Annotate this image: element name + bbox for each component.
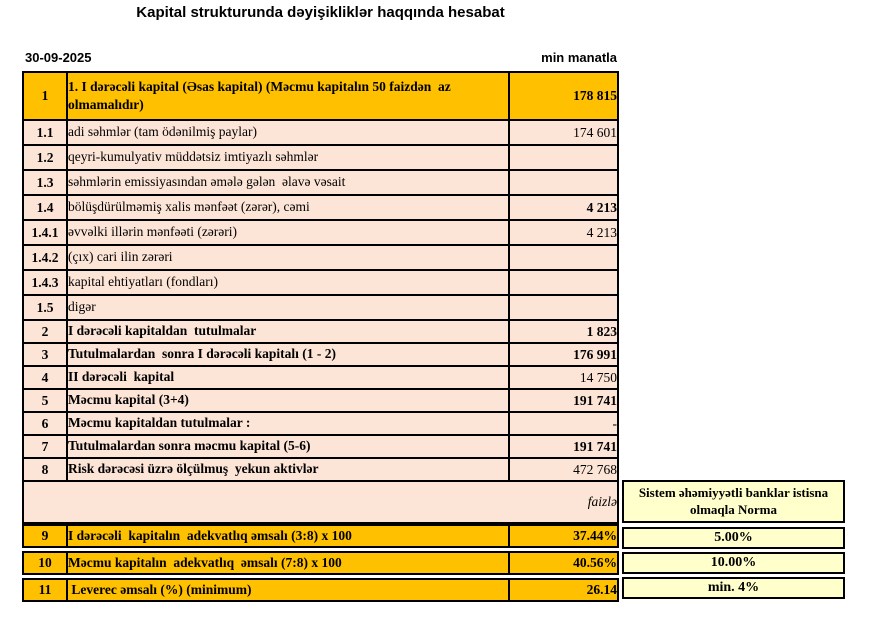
norma-header: Sistem əhəmiyyətli banklar istisna olmaq…	[622, 480, 845, 523]
row-no: 10	[22, 551, 68, 575]
row-value: 174 601	[508, 119, 619, 146]
row-no: 9	[22, 524, 68, 548]
row-label: I dərəcəli kapitaldan tutulmalar	[66, 319, 510, 344]
row-label: (çıx) cari ilin zərəri	[66, 244, 510, 271]
adequacy-ratio-rows: 9 I dərəcəli kapitalın adekvatlıq əmsalı…	[22, 524, 619, 602]
unit-label: min manatla	[541, 50, 617, 65]
row-label: II dərəcəli kapital	[66, 365, 510, 390]
table-row-1-4-1: 1.4.1 əvvəlki illərin mənfəəti (zərəri) …	[22, 219, 619, 246]
row-value	[508, 269, 619, 296]
row-value: 4 213	[508, 219, 619, 246]
row-label: I dərəcəli kapitalın adekvatlıq əmsalı (…	[66, 524, 510, 548]
row-value: 14 750	[508, 365, 619, 390]
row-value: 191 741	[508, 434, 619, 459]
row-label: bölüşdürülməmiş xalis mənfəət (zərər), c…	[66, 194, 510, 221]
table-row-4: 4 II dərəcəli kapital 14 750	[22, 365, 619, 390]
report-date: 30-09-2025	[25, 50, 92, 65]
table-row-9: 9 I dərəcəli kapitalın adekvatlıq əmsalı…	[22, 524, 619, 548]
row-label: Risk dərəcəsi üzrə ölçülmuş yekun aktivl…	[66, 457, 510, 482]
table-row-10: 10 Məcmu kapitalın adekvatlıq əmsalı (7:…	[22, 551, 619, 575]
table-row-8: 8 Risk dərəcəsi üzrə ölçülmuş yekun akti…	[22, 457, 619, 482]
row-label: Məcmu kapitalın adekvatlıq əmsalı (7:8) …	[66, 551, 510, 575]
row-no: 8	[22, 457, 68, 482]
row-no: 1.4.3	[22, 269, 68, 296]
row-value: -	[508, 411, 619, 436]
row-value	[508, 244, 619, 271]
row-no: 1.5	[22, 294, 68, 321]
row-label: Məcmu kapital (3+4)	[66, 388, 510, 413]
row-no: 7	[22, 434, 68, 459]
row-value	[508, 144, 619, 171]
row-value: 4 213	[508, 194, 619, 221]
row-no: 6	[22, 411, 68, 436]
table-row-1-4-3: 1.4.3 kapital ehtiyatları (fondları)	[22, 269, 619, 296]
row-no: 2	[22, 319, 68, 344]
row-no: 1.4.1	[22, 219, 68, 246]
norma-value-9: 5.00%	[622, 527, 845, 549]
row-no: 5	[22, 388, 68, 413]
row-value: 178 815	[508, 71, 619, 121]
table-row-11: 11 Leverec əmsalı (%) (minimum) 26.14	[22, 578, 619, 602]
row-label: Məcmu kapitaldan tutulmalar :	[66, 411, 510, 436]
row-no: 1.4	[22, 194, 68, 221]
table-row-6: 6 Məcmu kapitaldan tutulmalar : -	[22, 411, 619, 436]
row-no: 4	[22, 365, 68, 390]
norma-value-10: 10.00%	[622, 552, 845, 574]
row-value: 191 741	[508, 388, 619, 413]
row-no: 11	[22, 578, 68, 602]
row-label: 1. I dərəcəli kapital (Əsas kapital) (Mə…	[66, 71, 510, 121]
table-row-percent-note: faizlə	[22, 480, 619, 524]
row-no: 1.4.2	[22, 244, 68, 271]
row-label: Leverec əmsalı (%) (minimum)	[66, 578, 510, 602]
row-value: 1 823	[508, 319, 619, 344]
row-label: səhmlərin emissiyasından əmələ gələn əla…	[66, 169, 510, 196]
row-value: 176 991	[508, 342, 619, 367]
table-row-1-3: 1.3 səhmlərin emissiyasından əmələ gələn…	[22, 169, 619, 196]
capital-structure-table: 1 1. I dərəcəli kapital (Əsas kapital) (…	[22, 71, 619, 524]
row-label: kapital ehtiyatları (fondları)	[66, 269, 510, 296]
row-no: 1	[22, 71, 68, 121]
row-value: 40.56%	[508, 551, 619, 575]
table-row-1-5: 1.5 digər	[22, 294, 619, 321]
row-label: Tutulmalardan sonra məcmu kapital (5-6)	[66, 434, 510, 459]
row-label: qeyri-kumulyativ müddətsiz imtiyazlı səh…	[66, 144, 510, 171]
row-no: 1.3	[22, 169, 68, 196]
table-row-1-4-2: 1.4.2 (çıx) cari ilin zərəri	[22, 244, 619, 271]
page-title: Kapital strukturunda dəyişikliklər haqqı…	[136, 4, 505, 21]
row-value	[508, 294, 619, 321]
table-row-1-2: 1.2 qeyri-kumulyativ müddətsiz imtiyazlı…	[22, 144, 619, 171]
row-label: adi səhmlər (tam ödənilmiş paylar)	[66, 119, 510, 146]
row-value	[508, 169, 619, 196]
row-value: 37.44%	[508, 524, 619, 548]
row-label: əvvəlki illərin mənfəəti (zərəri)	[66, 219, 510, 246]
row-no: 1.1	[22, 119, 68, 146]
table-row-7: 7 Tutulmalardan sonra məcmu kapital (5-6…	[22, 434, 619, 459]
percent-note: faizlə	[22, 480, 619, 524]
norma-value-11: min. 4%	[622, 577, 845, 599]
table-row-1: 1 1. I dərəcəli kapital (Əsas kapital) (…	[22, 71, 619, 121]
row-value: 472 768	[508, 457, 619, 482]
table-row-1-1: 1.1 adi səhmlər (tam ödənilmiş paylar) 1…	[22, 119, 619, 146]
row-no: 1.2	[22, 144, 68, 171]
table-row-2: 2 I dərəcəli kapitaldan tutulmalar 1 823	[22, 319, 619, 344]
table-row-3: 3 Tutulmalardan sonra I dərəcəli kapital…	[22, 342, 619, 367]
row-label: Tutulmalardan sonra I dərəcəli kapitalı …	[66, 342, 510, 367]
row-value: 26.14	[508, 578, 619, 602]
row-no: 3	[22, 342, 68, 367]
row-label: digər	[66, 294, 510, 321]
norma-column: Sistem əhəmiyyətli banklar istisna olmaq…	[622, 480, 845, 599]
table-row-1-4: 1.4 bölüşdürülməmiş xalis mənfəət (zərər…	[22, 194, 619, 221]
table-row-5: 5 Məcmu kapital (3+4) 191 741	[22, 388, 619, 413]
